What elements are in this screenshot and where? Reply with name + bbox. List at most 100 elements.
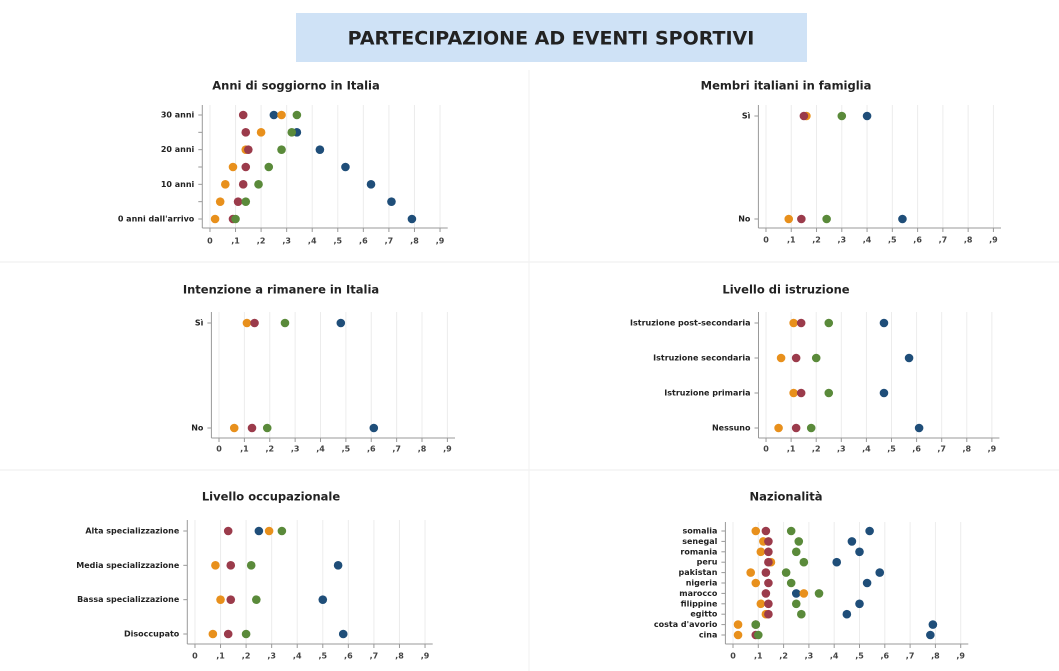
x-tick-label: ,9 xyxy=(436,237,445,246)
dot xyxy=(233,197,243,206)
y-tick-label: 10 anni xyxy=(161,180,195,189)
dot xyxy=(774,423,783,433)
y-tick-label: 30 anni xyxy=(161,111,195,120)
dot xyxy=(751,526,761,536)
x-tick-label: ,1 xyxy=(787,236,796,245)
x-tick-label: ,4 xyxy=(316,445,325,454)
dot xyxy=(879,318,889,328)
x-tick-label: ,4 xyxy=(862,445,871,454)
dot xyxy=(241,629,251,639)
dot xyxy=(269,110,279,120)
dot xyxy=(855,599,864,609)
x-tick-label: ,6 xyxy=(880,652,889,661)
x-tick-label: ,1 xyxy=(216,652,225,661)
dot xyxy=(764,547,773,557)
panel-title: Nazionalità xyxy=(749,490,822,504)
dot xyxy=(791,547,801,557)
y-tick-label: egitto xyxy=(690,610,718,619)
y-tick-label: nigeria xyxy=(686,579,718,588)
y-tick-label: Media specializzazione xyxy=(76,561,180,570)
x-tick-label: ,2 xyxy=(257,237,266,246)
dot xyxy=(211,561,220,570)
panel-title: Livello occupazionale xyxy=(202,490,340,504)
dot xyxy=(215,197,225,206)
dot xyxy=(806,423,816,433)
dot xyxy=(753,630,763,640)
x-tick-label: 0 xyxy=(763,445,769,454)
x-tick-label: ,8 xyxy=(395,652,404,661)
dot xyxy=(369,423,379,433)
dot xyxy=(333,561,343,570)
dot xyxy=(277,526,287,536)
x-tick-label: ,7 xyxy=(937,445,946,454)
dot xyxy=(875,568,885,577)
dot xyxy=(898,214,907,224)
y-tick-label: cina xyxy=(699,631,718,640)
x-tick-label: 0 xyxy=(216,445,222,454)
x-tick-label: ,8 xyxy=(418,445,427,454)
x-tick-label: ,7 xyxy=(939,236,948,245)
x-tick-label: ,8 xyxy=(931,652,940,661)
dot xyxy=(879,388,889,398)
dot xyxy=(791,599,801,609)
x-tick-label: ,4 xyxy=(293,652,302,661)
dot xyxy=(277,110,286,120)
x-tick-label: ,1 xyxy=(754,652,763,661)
x-tick-label: ,5 xyxy=(855,652,864,661)
dot xyxy=(761,589,771,598)
dot xyxy=(764,537,773,546)
dot xyxy=(928,620,938,629)
dot xyxy=(794,537,804,546)
dot xyxy=(761,526,771,536)
dot xyxy=(791,353,801,363)
dot xyxy=(238,180,248,189)
x-tick-label: ,2 xyxy=(812,236,821,245)
dot xyxy=(338,629,348,639)
dot xyxy=(822,214,831,224)
dot xyxy=(223,526,233,536)
dot xyxy=(231,214,240,224)
y-tick-label: peru xyxy=(697,558,718,567)
dot xyxy=(287,128,297,137)
dot xyxy=(208,629,218,639)
x-tick-label: ,1 xyxy=(787,445,796,454)
x-tick-label: ,4 xyxy=(308,237,317,246)
dot xyxy=(242,318,252,328)
x-tick-label: 0 xyxy=(192,652,198,661)
x-tick-label: ,1 xyxy=(231,237,240,246)
dot xyxy=(226,595,236,604)
dot xyxy=(865,526,874,536)
x-tick-label: ,5 xyxy=(318,652,327,661)
x-tick-label: ,1 xyxy=(240,445,249,454)
dot xyxy=(746,568,756,577)
x-tick-label: ,4 xyxy=(830,652,839,661)
dot xyxy=(277,145,286,154)
x-tick-label: ,3 xyxy=(837,445,846,454)
x-tick-label: ,5 xyxy=(342,445,351,454)
dot xyxy=(926,630,935,640)
y-tick-label: marocco xyxy=(679,589,718,598)
panel-title: Intenzione a rimanere in Italia xyxy=(183,283,379,297)
y-tick-label: No xyxy=(191,424,204,433)
dot xyxy=(764,599,773,609)
dot xyxy=(799,589,809,598)
dot xyxy=(842,609,852,619)
y-tick-label: romania xyxy=(680,547,717,556)
dot xyxy=(786,526,796,536)
dot xyxy=(252,595,261,604)
x-tick-label: 0 xyxy=(207,237,213,246)
dot xyxy=(216,595,225,604)
dot xyxy=(837,111,847,121)
y-tick-label: Istruzione secondaria xyxy=(653,354,750,363)
x-tick-label: ,2 xyxy=(242,652,251,661)
dot xyxy=(797,609,806,619)
x-tick-label: ,6 xyxy=(367,445,376,454)
x-tick-label: ,4 xyxy=(863,236,872,245)
banner xyxy=(296,13,807,62)
x-tick-label: 0 xyxy=(730,652,736,661)
dot xyxy=(814,589,824,598)
dot xyxy=(223,629,233,639)
dot xyxy=(387,197,396,206)
dot xyxy=(247,423,257,433)
dot xyxy=(914,423,924,433)
